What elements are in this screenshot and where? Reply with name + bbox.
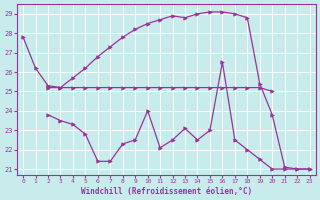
X-axis label: Windchill (Refroidissement éolien,°C): Windchill (Refroidissement éolien,°C)	[81, 187, 252, 196]
